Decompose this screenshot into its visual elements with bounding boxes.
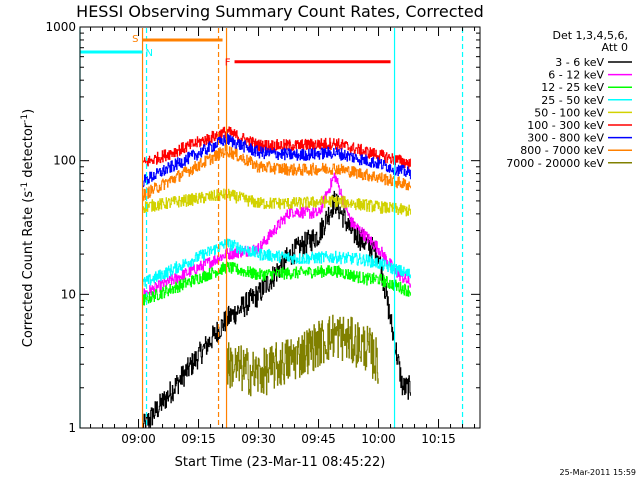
y-axis-label: Corrected Count Rate (s-1 detector-1): [20, 109, 36, 347]
legend-label: 50 - 100 keV: [534, 106, 604, 119]
axes-layer: 09:00 09:15 09:30 09:45 10:00 10:15 1 10 100 1000: [45, 20, 480, 446]
legend-label: 7000 - 20000 keV: [506, 157, 604, 170]
series-line: [142, 133, 411, 188]
x-tick-label: 09:30: [241, 432, 276, 446]
series-line: [142, 238, 411, 287]
y-tick-label: 1000: [45, 20, 76, 34]
x-tick-label: 10:00: [361, 432, 396, 446]
x-tick-label: 09:00: [121, 432, 156, 446]
y-tick-label: 1: [68, 421, 76, 435]
flag-label: S: [132, 34, 138, 45]
x-tick-label: 10:15: [421, 432, 456, 446]
series-line: [142, 126, 411, 170]
footer-date: 25-Mar-2011 15:59: [560, 468, 637, 477]
y-axis-label-end: ): [21, 109, 36, 114]
series-line: [142, 188, 411, 217]
legend-label: 3 - 6 keV: [555, 56, 604, 69]
legend-label: 300 - 800 keV: [527, 132, 604, 145]
series-line: [142, 190, 411, 429]
plot-frame: [79, 26, 481, 429]
y-axis-label-mid: detector: [21, 122, 36, 182]
series-line: [142, 261, 411, 306]
legend-label: 25 - 50 keV: [541, 94, 604, 107]
y-tick-label: 10: [61, 287, 76, 301]
flag-label: F: [225, 58, 231, 69]
series-line: [226, 314, 379, 397]
legend-label: 12 - 25 keV: [541, 81, 604, 94]
flag-label: N: [146, 48, 153, 59]
legend-header-line-2: Att 0: [602, 41, 628, 54]
series-line: [142, 144, 411, 202]
y-axis-label-sup1: -1: [20, 182, 30, 191]
legend-label: 100 - 300 keV: [527, 119, 604, 132]
x-tick-label: 09:15: [181, 432, 216, 446]
legend-label: 800 - 7000 keV: [520, 144, 604, 157]
y-tick-label: 100: [53, 154, 76, 168]
y-axis-label-main: Corrected Count Rate (s: [21, 191, 36, 348]
x-axis-label: Start Time (23-Mar-11 08:45:22): [175, 455, 386, 470]
series-line: [142, 172, 411, 299]
chart-title: HESSI Observing Summary Count Rates, Cor…: [76, 2, 484, 21]
y-axis-label-sup2: -1: [20, 114, 30, 123]
legend-label: 6 - 12 keV: [548, 69, 604, 82]
x-tick-label: 09:45: [301, 432, 336, 446]
plot-lines-layer: [142, 126, 411, 429]
legend-header-line-1: Det 1,3,4,5,6,: [552, 29, 628, 42]
